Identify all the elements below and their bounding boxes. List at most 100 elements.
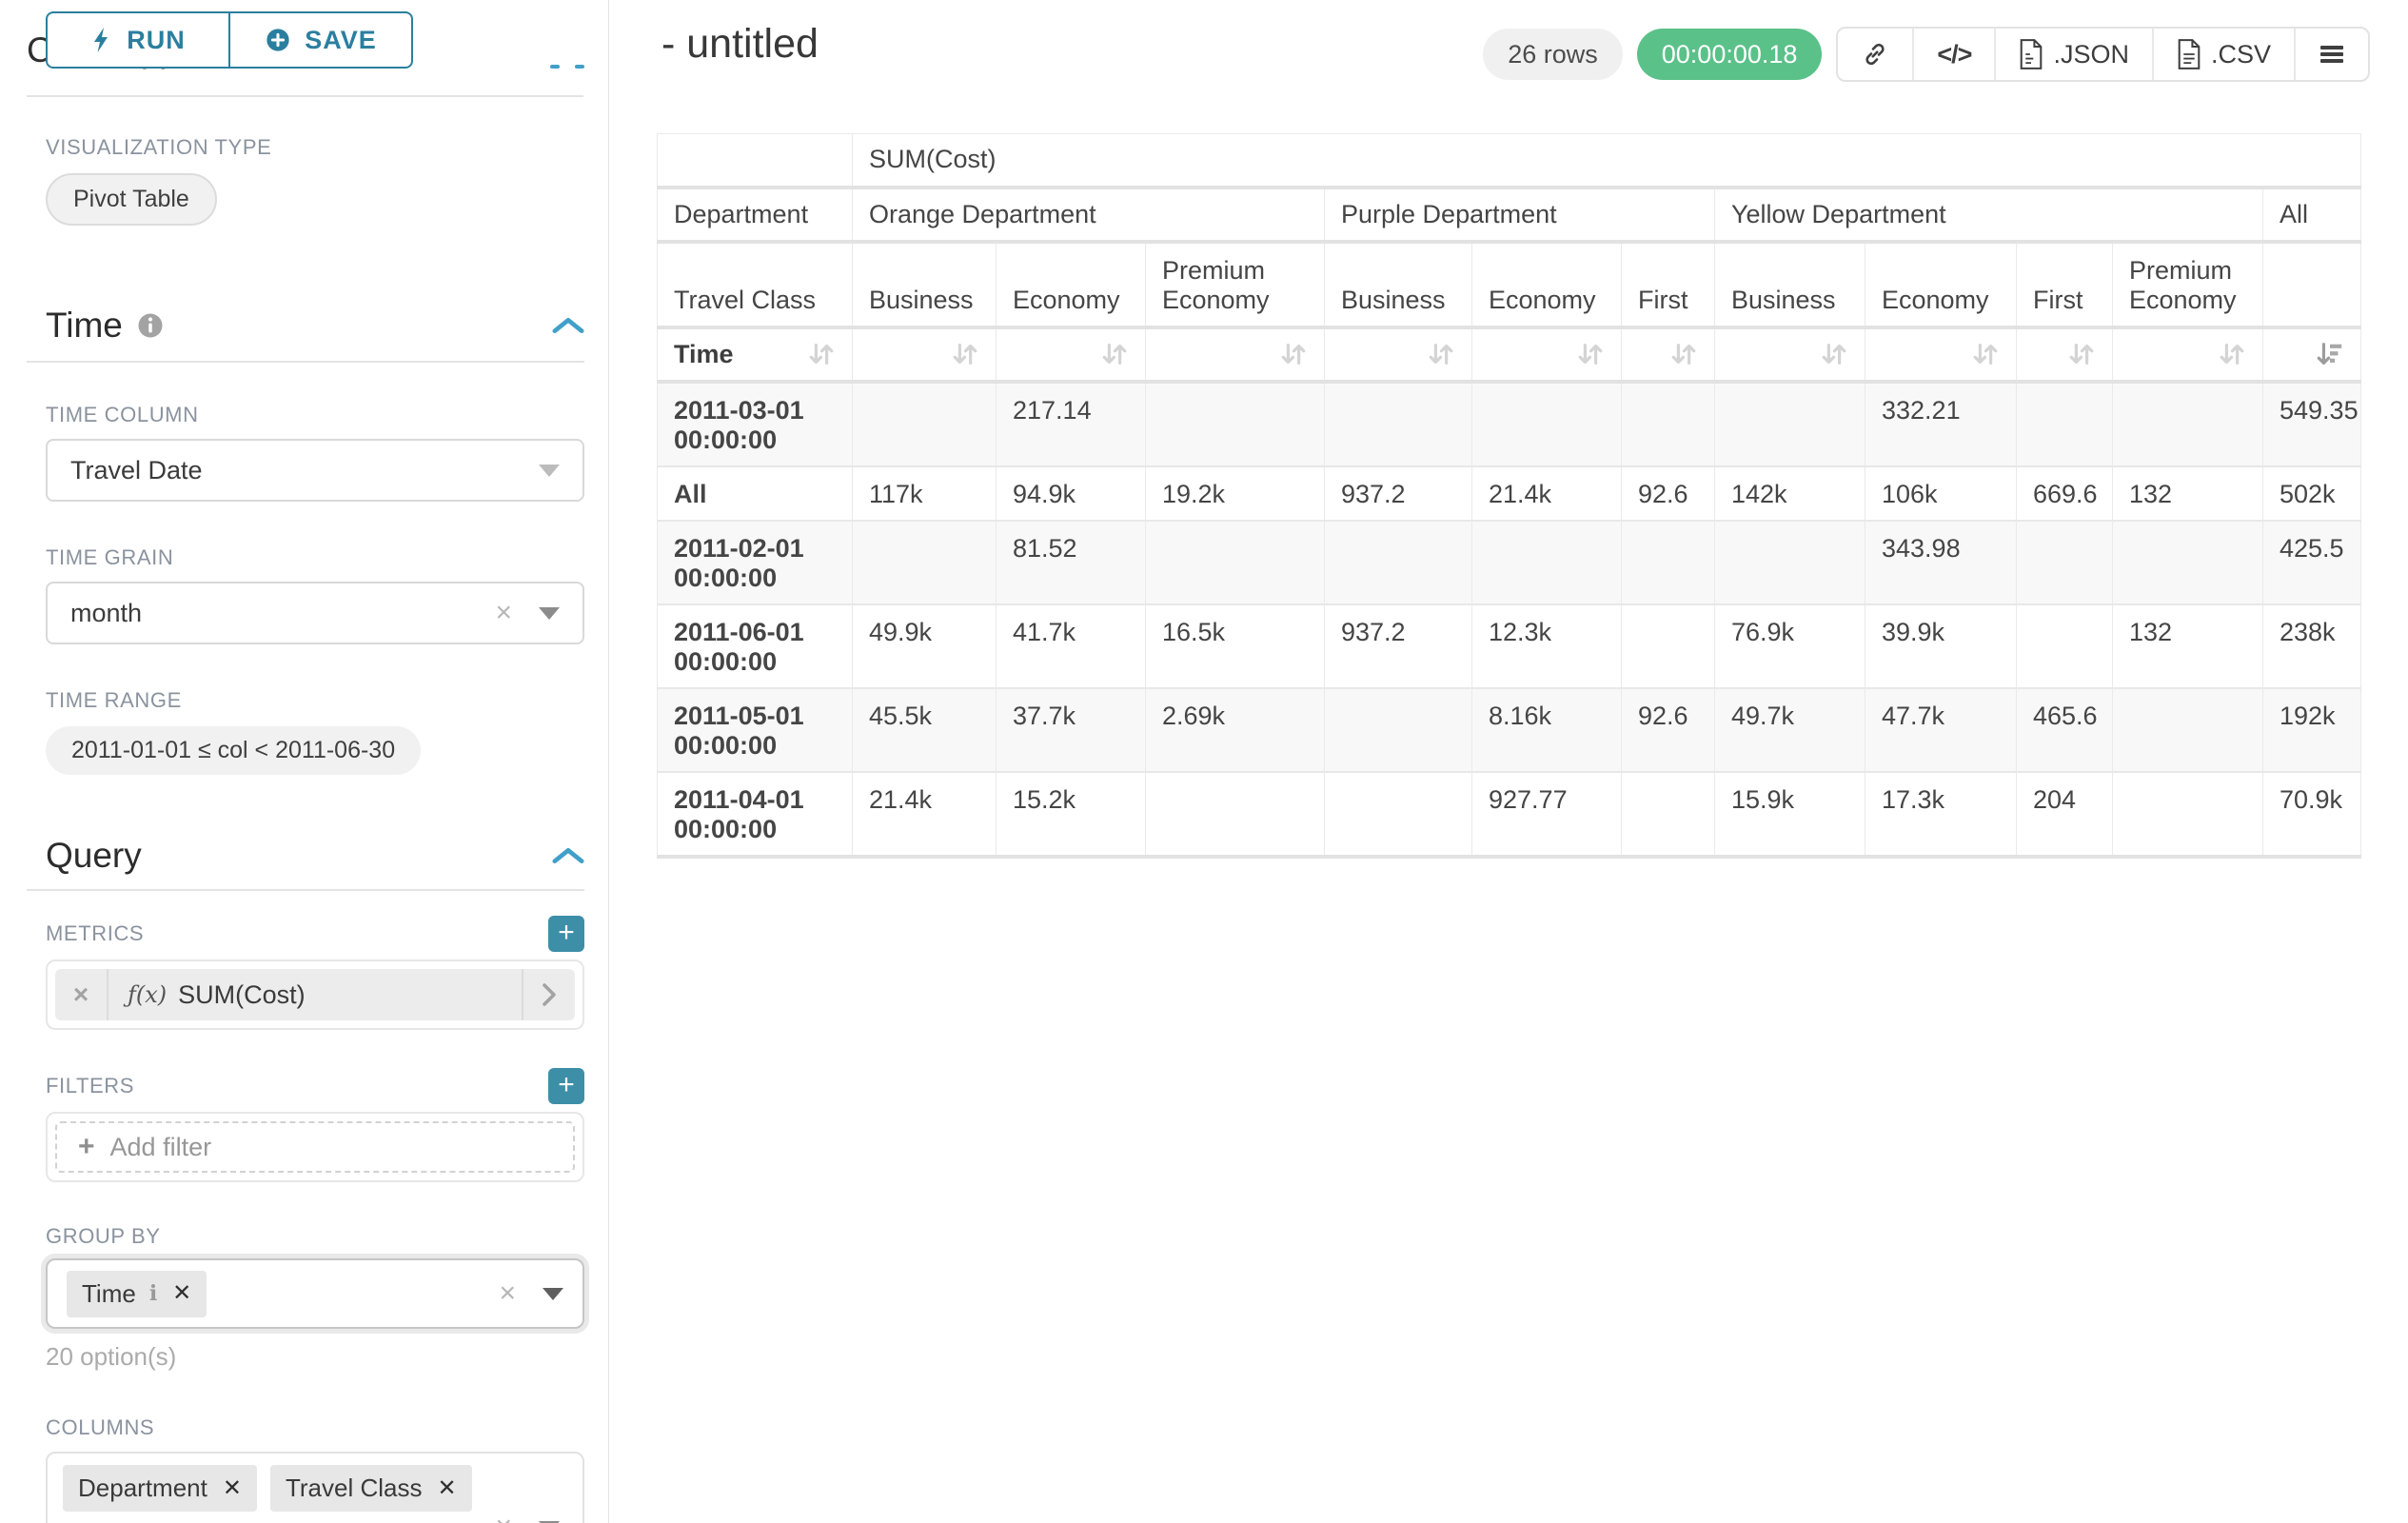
- sort-icon[interactable]: [1279, 340, 1308, 368]
- save-button[interactable]: SAVE: [228, 13, 411, 67]
- caret-down-icon[interactable]: [543, 1287, 563, 1300]
- column-sort-cell-active[interactable]: [2261, 326, 2362, 382]
- remove-metric-icon[interactable]: ×: [55, 969, 109, 1020]
- add-metric-button[interactable]: +: [548, 916, 584, 952]
- pivot-cell: [2016, 520, 2113, 604]
- pivot-cell: 49.7k: [1714, 687, 1865, 772]
- clear-icon[interactable]: ×: [495, 1513, 512, 1523]
- caret-down-icon[interactable]: [539, 606, 560, 620]
- pivot-cell: 106k: [1865, 465, 2017, 521]
- chevron-up-icon[interactable]: [552, 315, 584, 336]
- sort-icon[interactable]: [1427, 340, 1455, 368]
- pivot-cell: [1324, 381, 1472, 466]
- divider: [27, 361, 584, 363]
- column-sort-cell[interactable]: [852, 326, 997, 382]
- sort-icon[interactable]: [1576, 340, 1605, 368]
- columns-tag[interactable]: Department ✕: [63, 1465, 257, 1512]
- filters-container: + Add filter: [46, 1112, 584, 1182]
- info-icon[interactable]: [136, 311, 165, 340]
- sort-icon[interactable]: [1971, 340, 2000, 368]
- pivot-cell: [2112, 520, 2263, 604]
- sort-icon[interactable]: [2218, 340, 2246, 368]
- chevron-up-icon[interactable]: [552, 845, 584, 866]
- run-button[interactable]: RUN: [48, 13, 228, 67]
- export-json-button[interactable]: .JSON: [1994, 29, 2152, 80]
- sort-icon[interactable]: [951, 340, 979, 368]
- pivot-cell: 39.9k: [1865, 603, 2017, 688]
- pivot-cell: 92.6: [1621, 465, 1715, 521]
- menu-icon: [2319, 43, 2345, 66]
- sort-descending-icon[interactable]: [2316, 340, 2344, 368]
- columns-tag[interactable]: Travel Class ✕: [269, 1465, 472, 1512]
- column-sort-cell[interactable]: [1714, 326, 1865, 382]
- travel-class-axis-label: Travel Class: [657, 241, 853, 327]
- pivot-cell: [1621, 520, 1715, 604]
- visualization-type-pill[interactable]: Pivot Table: [46, 173, 217, 226]
- remove-tag-icon[interactable]: ✕: [222, 1474, 242, 1501]
- add-filter-button[interactable]: + Add filter: [55, 1121, 575, 1173]
- pivot-cell: [1471, 381, 1622, 466]
- clear-icon[interactable]: ×: [499, 1277, 516, 1309]
- json-file-icon: [2019, 39, 2043, 69]
- pivot-cell: 21.4k: [1471, 465, 1622, 521]
- pivot-cell: 49.9k: [852, 603, 997, 688]
- metric-pill[interactable]: × ƒ(x) SUM(Cost): [55, 969, 575, 1020]
- sort-icon[interactable]: [1100, 340, 1129, 368]
- pivot-cell: 142k: [1714, 465, 1865, 521]
- column-sort-cell[interactable]: [1145, 326, 1325, 382]
- travel-class-header: Premium Economy: [1145, 241, 1325, 327]
- link-icon: [1861, 40, 1889, 69]
- time-range-pill[interactable]: 2011-01-01 ≤ col < 2011-06-30: [46, 726, 422, 775]
- time-grain-select[interactable]: month ×: [46, 582, 584, 644]
- pivot-cell: 502k: [2261, 465, 2362, 521]
- sort-icon[interactable]: [2067, 340, 2096, 368]
- pivot-cell: 16.5k: [1145, 603, 1325, 688]
- column-sort-cell[interactable]: [1621, 326, 1715, 382]
- chevron-right-icon[interactable]: [522, 969, 575, 1020]
- sort-icon[interactable]: [1820, 340, 1848, 368]
- column-sort-cell[interactable]: [2016, 326, 2113, 382]
- sort-row: Time: [657, 326, 2362, 382]
- clear-icon[interactable]: ×: [495, 597, 512, 628]
- time-column-select[interactable]: Travel Date: [46, 439, 584, 502]
- column-sort-cell[interactable]: [1471, 326, 1622, 382]
- group-by-label: GROUP BY: [46, 1224, 161, 1248]
- metrics-label: METRICS: [46, 921, 145, 945]
- pivot-cell: [1621, 603, 1715, 688]
- sort-icon[interactable]: [1669, 340, 1698, 368]
- columns-select[interactable]: Department ✕ Travel Class ✕ ×: [46, 1452, 584, 1523]
- group-by-select[interactable]: Time i ✕ ×: [46, 1258, 584, 1329]
- remove-tag-icon[interactable]: ✕: [172, 1280, 192, 1306]
- chart-type-collapse-indicator[interactable]: [550, 65, 584, 69]
- column-sort-cell[interactable]: [1865, 326, 2017, 382]
- csv-file-icon: [2177, 39, 2201, 69]
- columns-tag-label: Travel Class: [285, 1474, 423, 1502]
- embed-code-button[interactable]: </>: [1912, 29, 1994, 80]
- sort-icon[interactable]: [807, 340, 836, 368]
- time-sort-cell[interactable]: Time: [657, 326, 853, 382]
- save-button-label: SAVE: [305, 25, 377, 54]
- column-sort-cell[interactable]: [996, 326, 1146, 382]
- pivot-cell: 15.2k: [996, 771, 1146, 857]
- row-header: 2011-03-01 00:00:00: [657, 381, 853, 466]
- add-filter-plus-button[interactable]: +: [548, 1068, 584, 1104]
- row-header: 2011-04-01 00:00:00: [657, 771, 853, 857]
- time-section-header: Time: [46, 306, 584, 346]
- caret-down-icon[interactable]: [539, 1520, 560, 1523]
- pivot-cell: 12.3k: [1471, 603, 1622, 688]
- column-sort-cell[interactable]: [1324, 326, 1472, 382]
- export-csv-button[interactable]: .CSV: [2151, 29, 2294, 80]
- chart-title[interactable]: - untitled: [661, 21, 819, 67]
- group-by-tag[interactable]: Time i ✕: [67, 1270, 207, 1317]
- info-icon[interactable]: i: [148, 1281, 158, 1306]
- menu-button[interactable]: [2294, 29, 2368, 80]
- add-filter-label: Add filter: [109, 1132, 212, 1161]
- pivot-table-container: SUM(Cost) Department Orange Department P…: [657, 133, 2362, 859]
- pivot-cell: [1621, 381, 1715, 466]
- column-sort-cell[interactable]: [2112, 326, 2263, 382]
- metric-body[interactable]: ƒ(x) SUM(Cost): [109, 980, 522, 1010]
- remove-tag-icon[interactable]: ✕: [437, 1474, 457, 1501]
- copy-link-button[interactable]: [1838, 29, 1912, 80]
- pivot-row: 2011-04-01 00:00:00 21.4k 15.2k 927.77 1…: [657, 771, 2362, 857]
- caret-down-icon[interactable]: [539, 464, 560, 477]
